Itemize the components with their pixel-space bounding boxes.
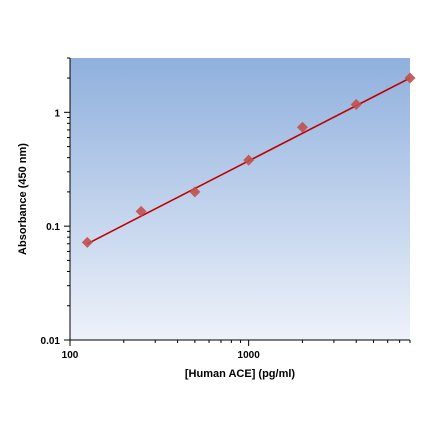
data-point-marker bbox=[404, 72, 416, 84]
x-axis-ticks: 100 1000 bbox=[62, 340, 411, 361]
plot-area bbox=[70, 58, 410, 340]
data-point-marker bbox=[135, 205, 147, 217]
x-tick-label: 100 bbox=[62, 350, 79, 361]
x-axis-title: [Human ACE] (pg/ml) bbox=[185, 368, 296, 380]
y-tick-label: 0.01 bbox=[41, 336, 61, 347]
y-axis-title: Absorbance (450 nm) bbox=[17, 143, 29, 255]
data-point-marker bbox=[350, 99, 362, 111]
data-point-marker bbox=[296, 121, 308, 133]
data-point-marker bbox=[81, 236, 93, 248]
plot-series bbox=[81, 72, 416, 248]
y-tick-label: 0.1 bbox=[46, 222, 60, 233]
y-axis-ticks: 0.01 0.1 1 bbox=[41, 57, 70, 347]
x-tick-label: 1000 bbox=[238, 350, 261, 361]
data-point-marker bbox=[243, 154, 255, 166]
y-tick-label: 1 bbox=[54, 108, 60, 119]
data-point-marker bbox=[189, 186, 201, 198]
